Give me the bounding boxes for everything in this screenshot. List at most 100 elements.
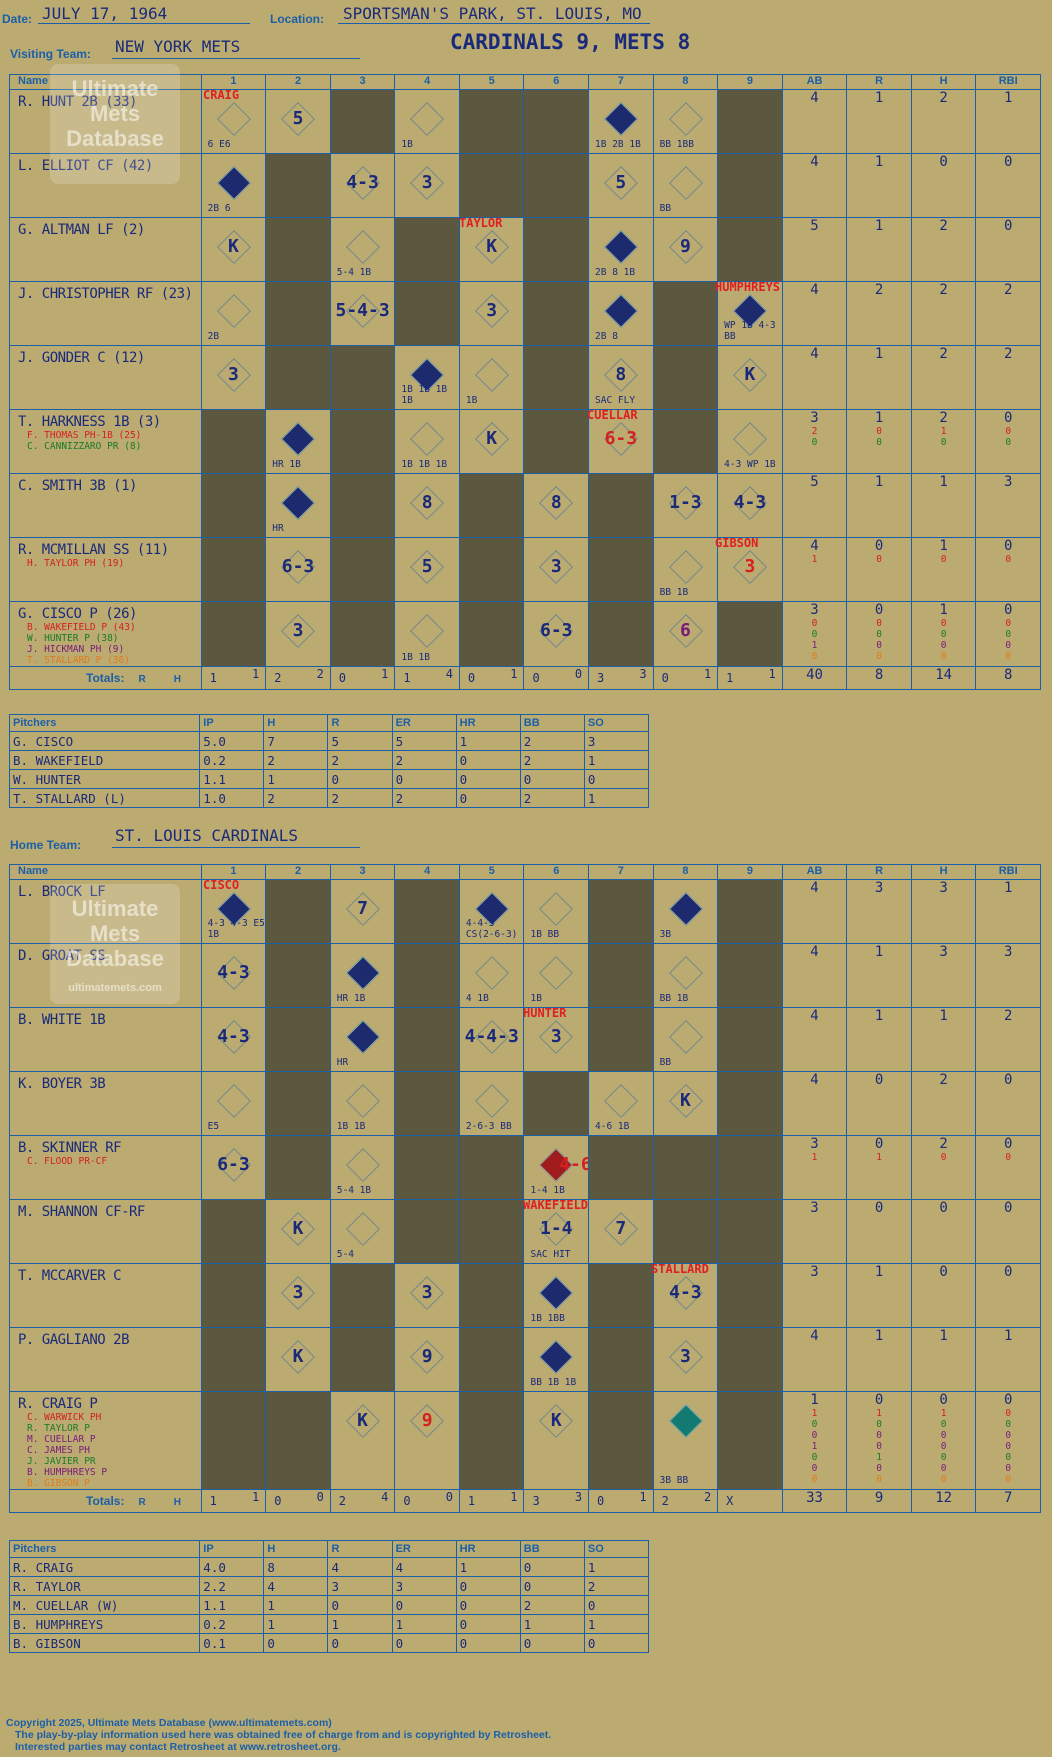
- inning-runs: X: [726, 1494, 734, 1508]
- play-result: 5: [292, 108, 304, 129]
- stat-cell: 5: [781, 217, 848, 282]
- inactive-inning-cell: [394, 1071, 460, 1136]
- inning-runs: 0: [338, 671, 347, 685]
- inning-header: 2: [265, 864, 331, 880]
- play-notation: WP 1B 4-3 BB: [724, 320, 776, 342]
- play-cell: 1B: [458, 345, 525, 410]
- play-result: 8: [421, 492, 433, 513]
- inactive-inning-cell: [329, 473, 396, 538]
- batter-row: J. GONDER C (12) 3 1B 1B 1B 1B 1B 8 SAC FLY K 4…: [9, 345, 1041, 410]
- inactive-inning-cell: [458, 601, 525, 667]
- batter-name: M. SHANNON CF-RF: [18, 1204, 145, 1220]
- base-diamond: [345, 956, 380, 990]
- inactive-inning-cell: [717, 153, 783, 218]
- location-label: Location:: [270, 12, 324, 26]
- substitute-stat: 0: [940, 437, 947, 448]
- stat-cell: 2: [910, 281, 977, 346]
- stat-cell: 2: [975, 345, 1041, 410]
- inactive-inning-cell: [523, 217, 590, 282]
- pitcher-stat: 0.2: [199, 1614, 265, 1634]
- play-cell: 1B 2B 1B: [588, 89, 654, 154]
- pitcher-stat: 0: [519, 1633, 585, 1653]
- base-diamond: [539, 1276, 574, 1310]
- play-cell: K: [458, 217, 525, 282]
- play-notation: 4-3 4-3 E5 1B: [207, 918, 265, 940]
- play-result: 5-4-3: [335, 300, 390, 321]
- base-diamond: [604, 230, 639, 264]
- batter-stat: 1: [874, 346, 884, 363]
- batter-name-cell: T. HARKNESS 1B (3) F. THOMAS PH-1B (25) C.…: [9, 409, 202, 474]
- runs-label: R: [138, 674, 146, 685]
- inactive-inning-cell: [265, 153, 331, 218]
- substitute-stat: 0: [940, 1474, 947, 1485]
- inning-header: 9: [717, 74, 783, 90]
- batter-stat: 4: [810, 1008, 819, 1025]
- inactive-inning-cell: [717, 1007, 783, 1072]
- inning-runs: 1: [209, 671, 217, 685]
- batter-stat: 4: [810, 1072, 819, 1089]
- inactive-inning-cell: [265, 879, 331, 944]
- play-cell: 6-3: [523, 601, 590, 667]
- substitute-stat: 0: [876, 1463, 882, 1474]
- play-cell: 2B 6: [200, 153, 267, 218]
- inning-header: 3: [329, 74, 396, 90]
- play-cell: 1B 1B 1B: [394, 409, 460, 474]
- stat-cell: 0: [975, 1199, 1041, 1264]
- batter-stat: 1: [1003, 90, 1013, 107]
- substitute-stat: 0: [940, 1419, 947, 1430]
- batter-stat: 3: [874, 880, 884, 897]
- batter-stat: 1: [874, 1008, 884, 1025]
- inactive-inning-cell: [588, 1263, 654, 1328]
- base-diamond: [281, 486, 316, 520]
- pitcher-stat: 1: [583, 788, 650, 808]
- stat-cell: 0: [910, 153, 977, 218]
- pitcher-name: B. GIBSON: [8, 1633, 201, 1653]
- substitute-name: R. TAYLOR P: [27, 1423, 90, 1434]
- base-diamond: [668, 892, 703, 926]
- substitute-stat: 0: [940, 1452, 947, 1463]
- play-cell: 3B BB: [652, 1391, 719, 1490]
- stat-cell: 2: [975, 1007, 1041, 1072]
- base-diamond: [410, 102, 445, 136]
- batter-name: J. CHRISTOPHER RF (23): [18, 286, 193, 302]
- inactive-inning-cell: [394, 879, 460, 944]
- batter-stat: 0: [1003, 538, 1013, 555]
- play-cell: 4-3: [329, 153, 396, 218]
- stat-cell: 4: [781, 89, 848, 154]
- pitcher-column-header: SO: [583, 1540, 650, 1558]
- substitute-stat: 0: [811, 437, 818, 448]
- stat-cell: 1: [975, 1327, 1041, 1392]
- inning-header: 4: [394, 74, 460, 90]
- play-notation: HR: [336, 1057, 349, 1068]
- substitute-stat: 0: [1005, 426, 1012, 437]
- stat-cell: 1: [846, 153, 912, 218]
- pitcher-stat: 0: [391, 1595, 457, 1615]
- play-cell: 4-3: [200, 943, 267, 1008]
- pitcher-stat: 0: [519, 769, 585, 789]
- inning-hits: 3: [639, 667, 647, 682]
- base-diamond: [668, 550, 703, 584]
- batter-stat: 1: [874, 1264, 884, 1281]
- batter-stat: 1: [939, 538, 948, 555]
- pitcher-stat: 1: [263, 1614, 329, 1634]
- substitute-stat: 0: [811, 651, 818, 662]
- inactive-inning-cell: [394, 943, 460, 1008]
- footer-retrosheet-notice: The play-by-play information used here w…: [15, 1729, 552, 1741]
- play-result: K: [292, 1218, 304, 1239]
- play-cell: 9: [652, 217, 719, 282]
- play-cell: 3: [394, 153, 460, 218]
- inactive-inning-cell: [717, 1071, 783, 1136]
- stat-cell: 0: [975, 1263, 1041, 1328]
- stat-header: RBI: [975, 74, 1041, 90]
- batter-stat: 3: [1003, 474, 1013, 491]
- play-notation: 5-4 1B: [336, 1185, 372, 1196]
- batter-stat: 3: [810, 1136, 819, 1153]
- batter-stat: 0: [1003, 1072, 1013, 1089]
- play-cell: K: [265, 1327, 331, 1392]
- play-cell: 7: [588, 1199, 654, 1264]
